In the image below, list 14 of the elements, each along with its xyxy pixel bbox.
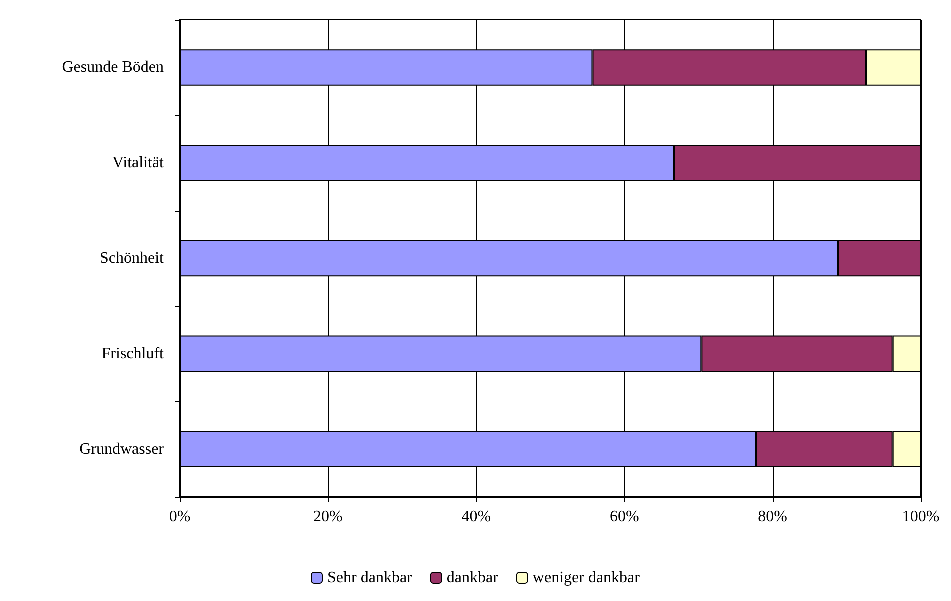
- x-tick-label: 40%: [462, 508, 492, 526]
- x-tick-label: 60%: [610, 508, 640, 526]
- x-tick-label: 100%: [902, 508, 940, 526]
- y-tick-label: Grundwasser: [80, 440, 165, 458]
- legend-label: Sehr dankbar: [328, 570, 414, 586]
- x-tick-label: 80%: [758, 508, 788, 526]
- legend-label: weniger dankbar: [532, 570, 641, 586]
- y-tick-label: Gesunde Böden: [62, 59, 164, 76]
- x-tick-label: 0%: [169, 508, 191, 526]
- y-tick-label: Schönheit: [100, 250, 165, 267]
- y-tick-label: Vitalität: [112, 154, 165, 172]
- legend-label: dankbar: [446, 570, 500, 586]
- y-tick-label: Frischluft: [102, 345, 165, 362]
- x-tick-label: 20%: [314, 508, 343, 526]
